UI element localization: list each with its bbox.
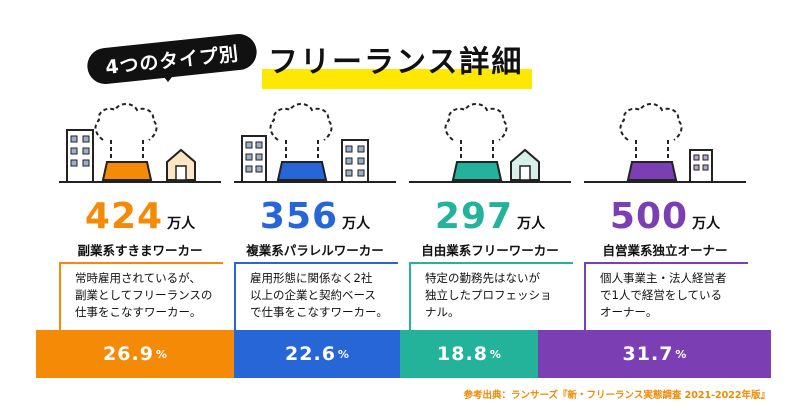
type-card-1: 424 万人 副業系すきまワーカー 常時雇用されているが、 副業としてフリーランス… — [55, 100, 225, 350]
page-title-wrap: フリーランス詳細 — [262, 41, 532, 89]
share-bar-segment-4: 31.7% — [538, 330, 771, 378]
pot-icon — [276, 161, 328, 181]
count-unit: 万人 — [692, 216, 721, 232]
type-label: 複業系パラレルワーカー — [246, 243, 384, 258]
cloud-icon — [444, 103, 508, 141]
count-row: 424 万人 — [55, 196, 225, 237]
page-title: フリーランス詳細 — [268, 45, 524, 80]
pot-icon — [626, 161, 678, 181]
type-label: 自由業系フリーワーカー — [421, 243, 559, 258]
count-value: 297 — [434, 196, 514, 237]
house-illustration — [409, 103, 571, 183]
count-value: 500 — [609, 196, 689, 237]
type-card-3: 297 万人 自由業系フリーワーカー 特定の勤務先はないが 独立したプロフェッショ… — [405, 100, 575, 350]
offices-illustration — [234, 103, 396, 183]
share-value: 26.9 — [103, 343, 154, 365]
count-value: 356 — [259, 196, 339, 237]
cloud-icon — [619, 103, 683, 141]
count-unit: 万人 — [342, 216, 371, 232]
share-value: 18.8 — [437, 343, 488, 365]
pot-icon — [451, 161, 503, 181]
type-label: 自営業系独立オーナー — [602, 243, 728, 258]
type-label: 副業系すきまワーカー — [77, 243, 203, 258]
type-description: 常時雇用されているが、 副業としてフリーランスの 仕事をこなすワーカー。 — [59, 262, 223, 332]
share-percent-sign: % — [337, 347, 349, 361]
count-value: 424 — [84, 196, 164, 237]
count-row: 297 万人 — [405, 196, 575, 237]
office-and-house-illustration — [59, 103, 221, 183]
share-bar-segment-2: 22.6% — [234, 330, 400, 378]
office-illustration — [584, 103, 746, 183]
count-row: 356 万人 — [230, 196, 400, 237]
count-unit: 万人 — [167, 216, 196, 232]
type-description: 特定の勤務先はないが 独立したプロフェッショ ナル。 — [409, 262, 573, 332]
cloud-icon — [94, 103, 158, 141]
type-card-2: 356 万人 複業系パラレルワーカー 雇用形態に関係なく2社 以上の企業と契約ベー… — [230, 100, 400, 350]
count-row: 500 万人 — [580, 196, 750, 237]
type-description: 個人事業主・法人経営者 で1人で経営をしている オーナー。 — [584, 262, 748, 332]
share-percent-sign: % — [489, 347, 501, 361]
house-icon — [166, 148, 196, 181]
share-bar-segment-3: 18.8% — [400, 330, 538, 378]
house-icon — [510, 148, 540, 181]
badge-tail — [160, 72, 176, 82]
type-card-4: 500 万人 自営業系独立オーナー 個人事業主・法人経営者 で1人で経営をしている… — [580, 100, 750, 350]
share-percent-sign: % — [675, 347, 687, 361]
share-value: 22.6 — [285, 343, 336, 365]
title-highlight — [262, 69, 532, 89]
share-bar-segment-1: 26.9% — [36, 330, 234, 378]
share-value: 31.7 — [622, 343, 674, 365]
cloud-icon — [269, 103, 333, 141]
share-percent-sign: % — [155, 347, 167, 361]
source-citation: 参考出典：ランサーズ『新・フリーランス実態調査 2021-2022年版』 — [463, 390, 770, 401]
type-description: 雇用形態に関係なく2社 以上の企業と契約ベース で仕事をこなすワーカー。 — [234, 262, 398, 332]
building-icon — [689, 149, 713, 183]
pot-icon — [101, 161, 153, 181]
count-unit: 万人 — [517, 216, 546, 232]
